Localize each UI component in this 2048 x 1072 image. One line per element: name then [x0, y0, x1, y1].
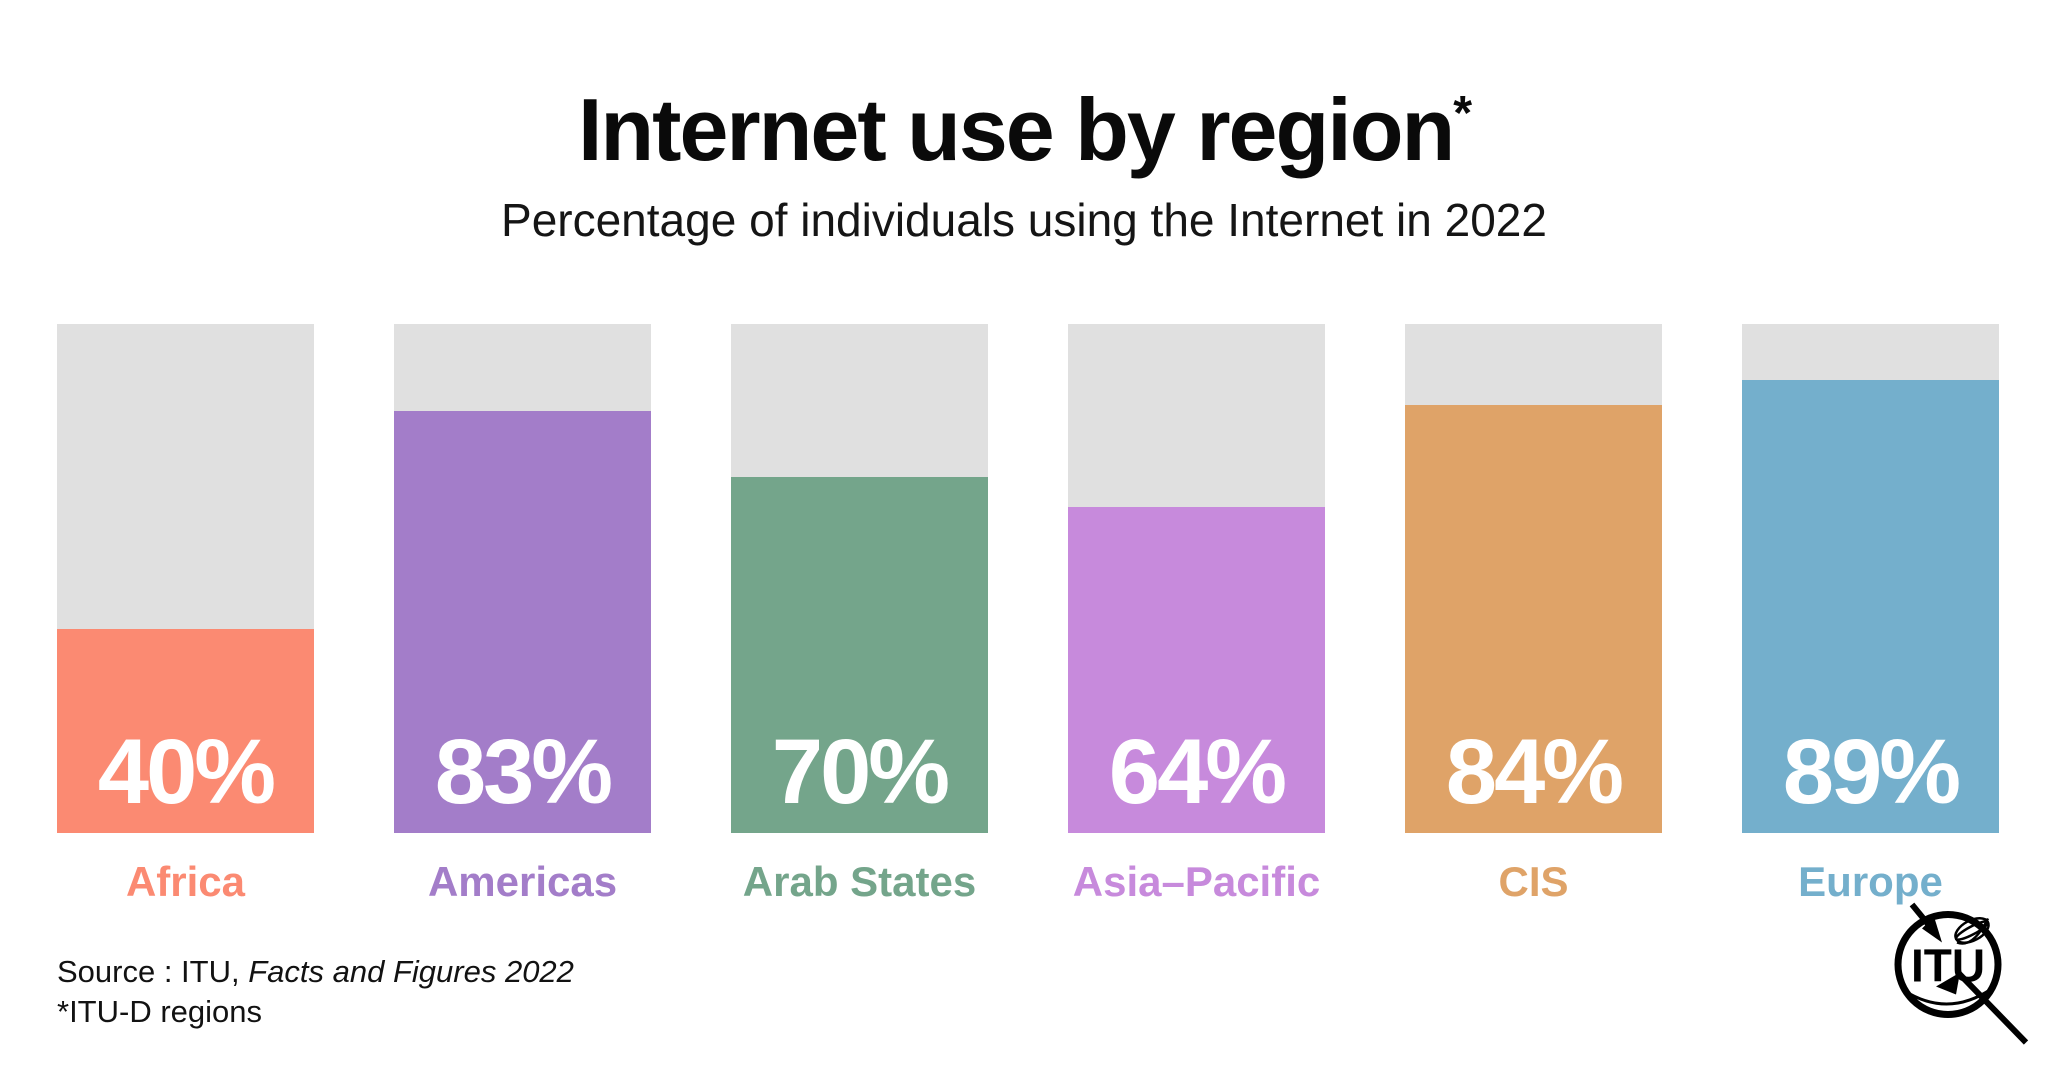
bar-value-label: 40%: [97, 721, 276, 824]
source-label: Source : ITU,: [57, 954, 240, 989]
bar-fill: 83%: [394, 410, 651, 833]
bar-category-label: Americas: [427, 858, 618, 905]
bar-chart: 40% Africa 83% Americas 70% Arab States 64% Asi…: [57, 324, 1999, 924]
page-title-text: Internet use by region: [577, 80, 1455, 179]
bar-value-label: 84%: [1445, 721, 1624, 824]
bar-column: 70% Arab States: [731, 324, 988, 924]
bar-category-label: Asia–Pacific: [1072, 858, 1321, 905]
bar-track: 64%: [1068, 324, 1325, 833]
bar-column: 64% Asia–Pacific: [1068, 324, 1325, 924]
bar-category-label: CIS: [1498, 858, 1569, 905]
bar-category-label: Europe: [1798, 858, 1943, 905]
bar-track: 40%: [57, 324, 314, 833]
itu-logo-text: ITU: [1911, 940, 1985, 992]
footnote: *ITU-D regions: [57, 994, 262, 1029]
itu-logo: ITU: [1894, 902, 2029, 1045]
bar-value-label: 89%: [1782, 721, 1961, 824]
page-subtitle: Percentage of individuals using the Inte…: [501, 194, 1547, 246]
bar-column: 89% Europe: [1742, 324, 1999, 924]
bar-fill: 70%: [731, 476, 988, 833]
source-publication: Facts and Figures 2022: [248, 954, 574, 989]
bar-fill: 40%: [57, 629, 314, 833]
bar-value-label: 64%: [1108, 721, 1287, 824]
bar-column: 84% CIS: [1405, 324, 1662, 924]
bar-value-label: 83%: [434, 721, 613, 824]
bar-column: 83% Americas: [394, 324, 651, 924]
bar-value-label: 70%: [771, 721, 950, 824]
bar-category-label: Arab States: [742, 858, 977, 905]
bar-fill: 84%: [1405, 405, 1662, 833]
bar-fill: 89%: [1742, 380, 1999, 833]
title-asterisk: *: [1453, 86, 1472, 141]
bar-track: 83%: [394, 324, 651, 833]
bar-column: 40% Africa: [57, 324, 314, 924]
bar-fill: 64%: [1068, 507, 1325, 833]
source-note: Source : ITU, Facts and Figures 2022: [57, 953, 574, 990]
bar-track: 89%: [1742, 324, 1999, 833]
bar-track: 70%: [731, 324, 988, 833]
bar-track: 84%: [1405, 324, 1662, 833]
bar-category-label: Africa: [125, 858, 246, 905]
page-title: Internet use by region*: [0, 86, 2048, 174]
